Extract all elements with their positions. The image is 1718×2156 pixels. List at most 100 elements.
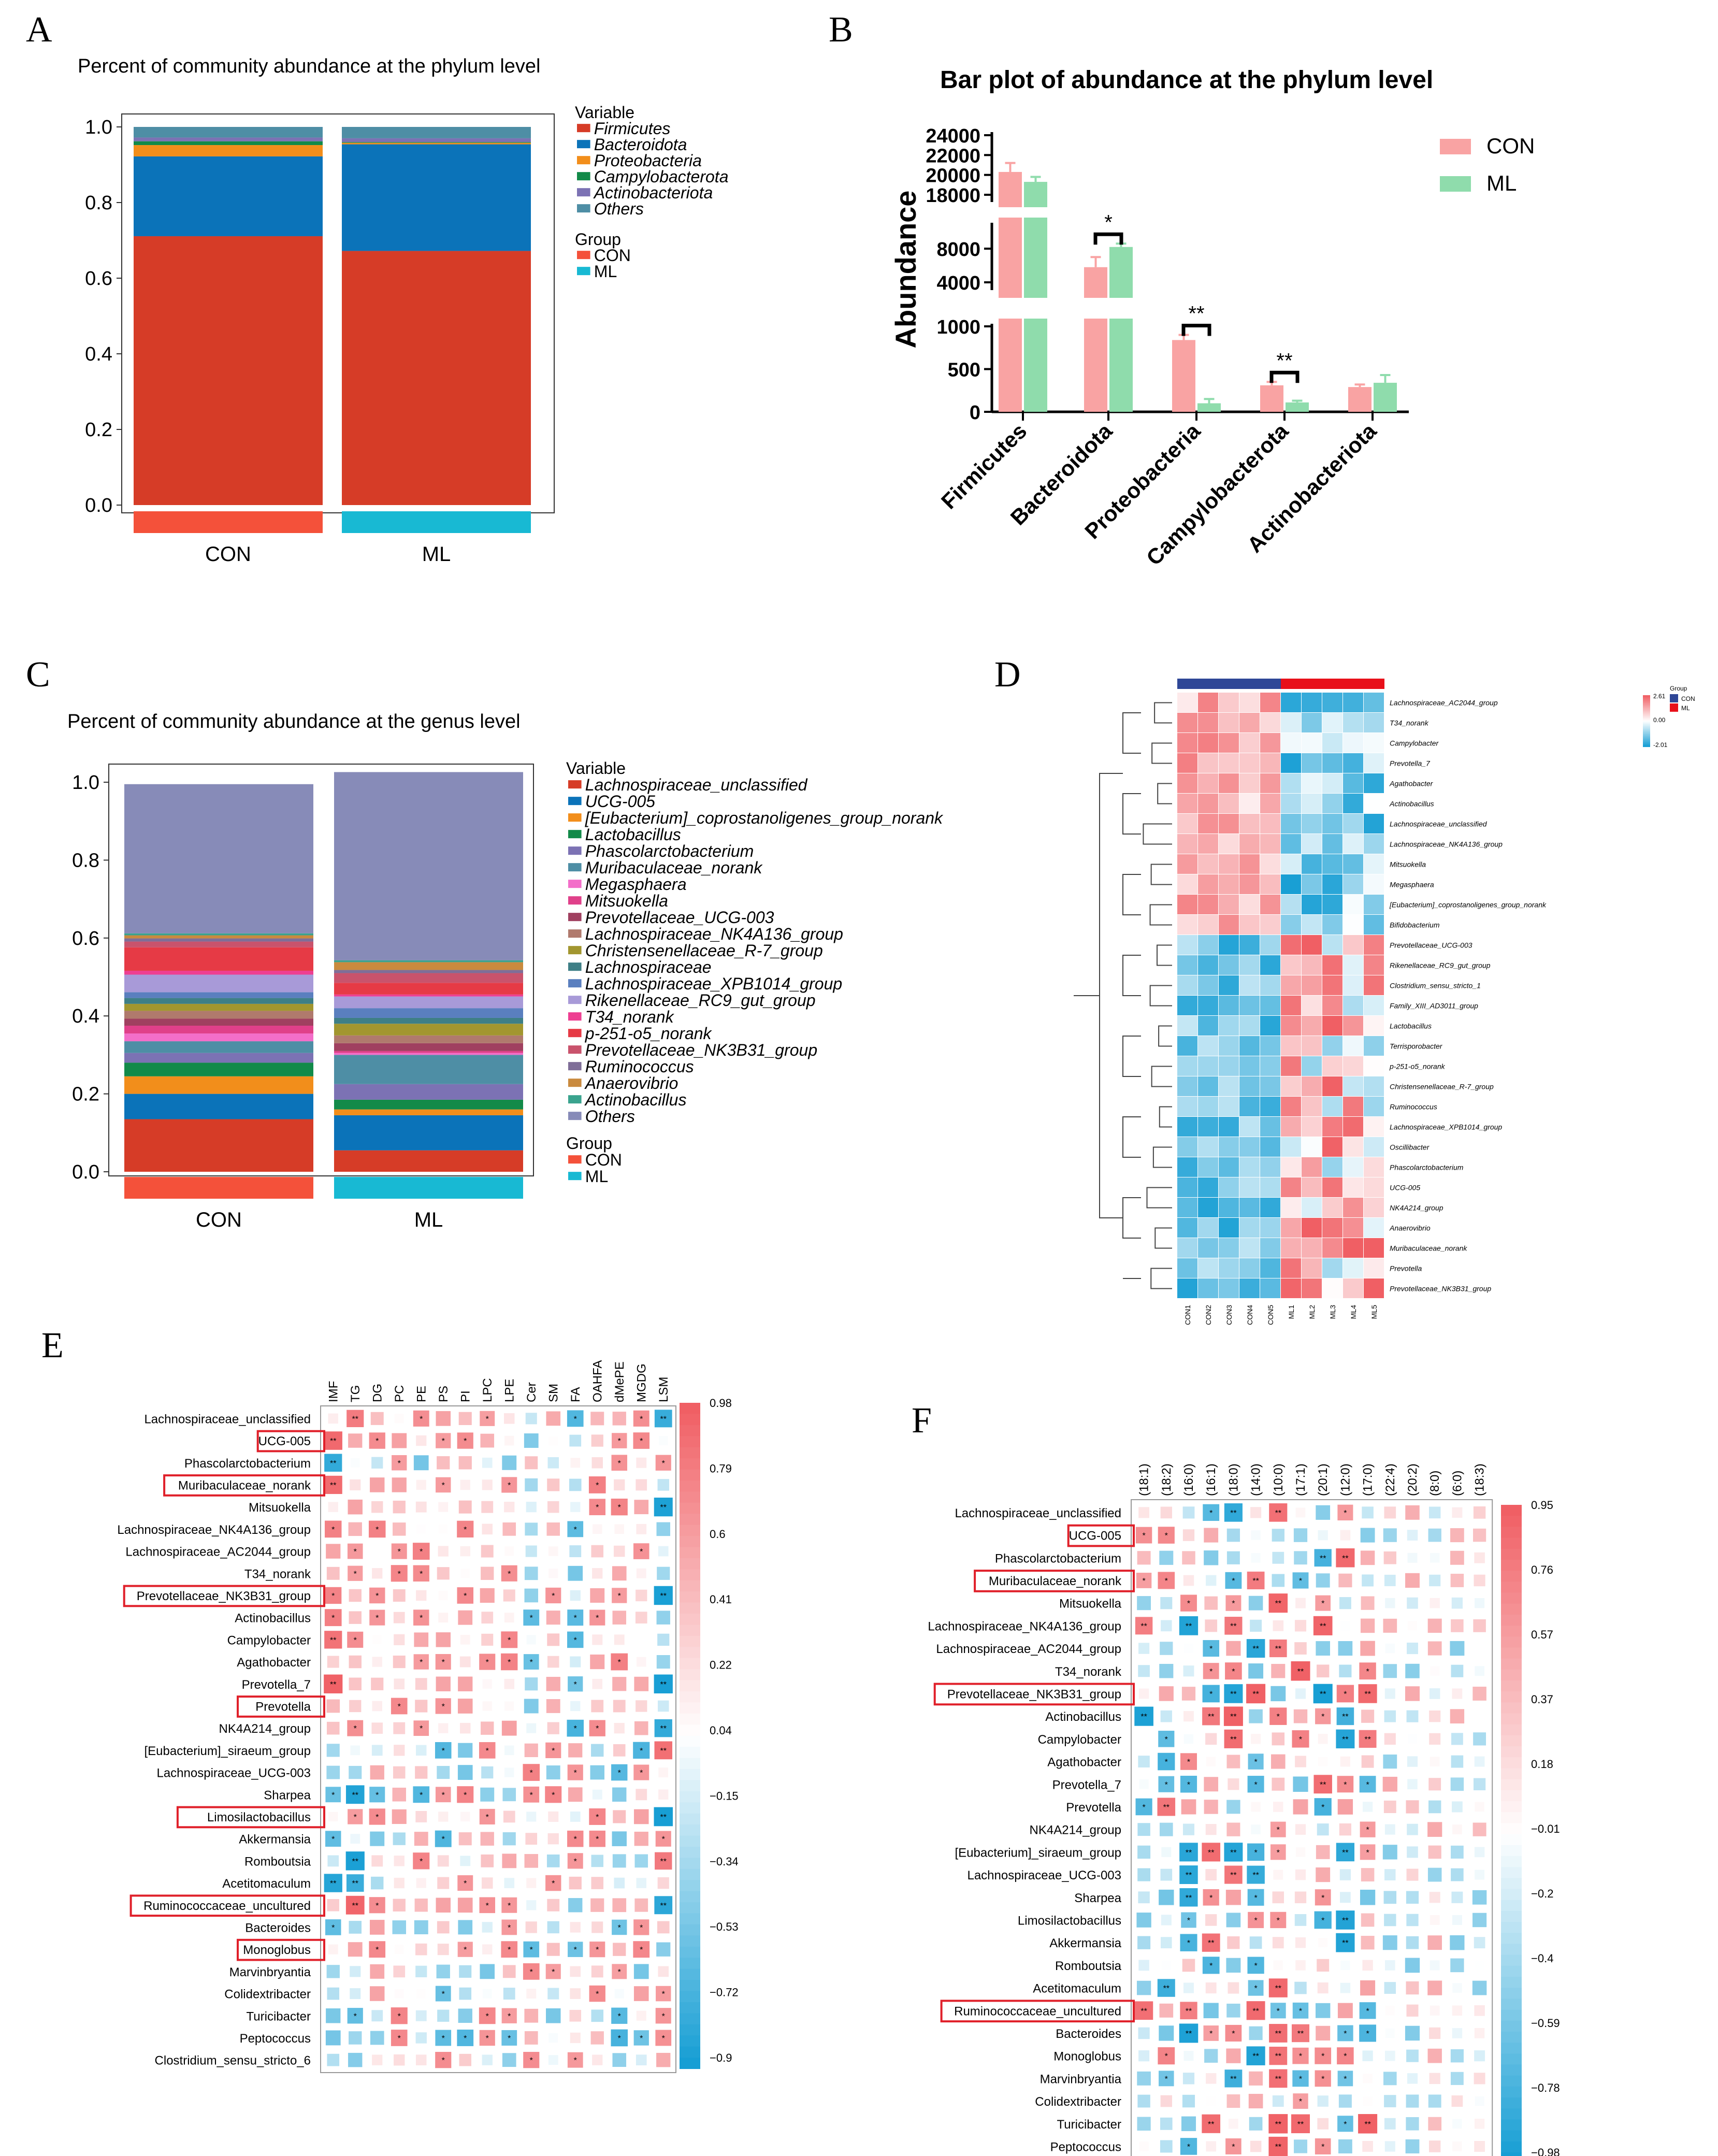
panel-a-legend-swatch	[577, 172, 590, 181]
panel-f-significance-mark: **	[1208, 1939, 1214, 1948]
panel-e-cell	[437, 1766, 450, 1779]
panel-f-cell	[1360, 1889, 1376, 1905]
panel-e-row-label: Actinobacillus	[235, 1612, 311, 1626]
panel-e-cell	[326, 2008, 341, 2023]
panel-f-cell	[1183, 2051, 1194, 2061]
panel-e-cell	[570, 1701, 581, 1712]
panel-f-cell	[1183, 1982, 1194, 1993]
panel-e-significance-mark: *	[596, 1614, 599, 1623]
panel-f-colorbar-step	[1501, 1933, 1522, 1945]
panel-f-significance-mark: *	[1187, 1758, 1190, 1767]
panel-e-colorbar-step	[680, 1580, 700, 1592]
panel-e-cell	[394, 1856, 405, 1866]
panel-c-bar-segment	[334, 1017, 523, 1024]
panel-d-scale-step	[1643, 707, 1650, 709]
panel-e-cell	[480, 1588, 495, 1603]
panel-e-cell	[370, 1831, 385, 1846]
panel-f-significance-mark: **	[1342, 1939, 1348, 1948]
panel-f-significance-mark: **	[1208, 2120, 1214, 2129]
panel-e-significance-mark: *	[354, 1548, 357, 1557]
panel-e-cell	[547, 1988, 559, 2000]
panel-c-bar-segment	[334, 960, 523, 962]
panel-e-cell	[591, 2009, 604, 2022]
panel-e-cell	[328, 1812, 338, 1822]
panel-f-significance-mark: *	[1165, 1735, 1168, 1744]
panel-e-cell	[592, 2054, 603, 2065]
panel-f-cell	[1158, 1776, 1175, 1792]
panel-f-colorbar-step	[1501, 1592, 1522, 1604]
panel-e-cell	[636, 2054, 647, 2066]
panel-f-cell	[1406, 1891, 1419, 1904]
panel-e-significance-mark: *	[618, 1769, 621, 1778]
panel-f-cell	[1429, 1688, 1440, 1699]
panel-d-cell	[1198, 834, 1218, 854]
panel-f-significance-mark: *	[1254, 1758, 1257, 1767]
panel-d-cell	[1177, 753, 1197, 773]
panel-e-cell	[349, 1655, 362, 1669]
panel-d-row-label: Lactobacillus	[1390, 1022, 1432, 1030]
panel-e-colorbar-step	[680, 1835, 700, 1847]
panel-e-cell	[324, 1431, 342, 1450]
panel-e-colorbar-step	[680, 2013, 700, 2025]
panel-f-cell	[1452, 2028, 1463, 2038]
panel-b-axis-break	[997, 298, 1049, 319]
panel-f-cell	[1428, 1528, 1441, 1542]
panel-e-significance-mark: *	[530, 1658, 533, 1667]
panel-e-cell	[525, 1545, 537, 1557]
panel-e-cell	[614, 1989, 624, 1999]
panel-e-cell	[480, 1411, 495, 1426]
panel-d-row-label: Anaerovibrio	[1389, 1224, 1431, 1232]
panel-d-cell	[1260, 935, 1280, 955]
panel-e-cell	[654, 1498, 673, 1517]
panel-d-scale-step	[1643, 701, 1650, 703]
panel-d-cell	[1302, 733, 1322, 753]
panel-e-cell	[371, 1501, 383, 1513]
panel-e-cell	[348, 1499, 363, 1515]
panel-d-cell	[1302, 773, 1322, 793]
panel-f-cell	[1181, 1912, 1196, 1928]
panel-e-significance-mark: *	[552, 1592, 555, 1601]
panel-e-cell	[523, 1941, 540, 1958]
panel-e-cell	[633, 1764, 649, 1780]
panel-f-cell	[1138, 1507, 1150, 1518]
panel-f-significance-mark: **	[1140, 1713, 1147, 1721]
panel-f-cell	[1362, 1574, 1374, 1587]
panel-a-legend-swatch	[577, 140, 590, 149]
panel-e-row-label: Campylobacter	[227, 1633, 311, 1647]
panel-d-cell	[1364, 834, 1384, 854]
panel-c-bar-segment	[124, 1041, 313, 1053]
panel-e-row-label: Marvinbryantia	[229, 1965, 311, 1979]
panel-e-significance-mark: *	[354, 1570, 357, 1578]
panel-f-significance-mark: *	[1321, 1600, 1324, 1608]
panel-e-cell	[546, 2008, 561, 2023]
panel-d-cell	[1219, 996, 1239, 1015]
panel-e-cell	[611, 2007, 628, 2024]
panel-d-cell	[1364, 773, 1384, 793]
panel-c-legend-label: Lachnospiraceae_unclassified	[585, 775, 808, 794]
panel-f-cell	[1181, 1687, 1196, 1701]
panel-b-significance-label: *	[1104, 211, 1113, 234]
panel-f-cell	[1406, 2004, 1419, 2017]
panel-f-cell	[1337, 2116, 1353, 2132]
panel-e-cell	[347, 2008, 363, 2024]
panel-f-colorbar-step	[1501, 1571, 1522, 1582]
panel-e-significance-mark: *	[442, 1702, 445, 1711]
panel-e-cell	[394, 2054, 405, 2066]
panel-e-colorbar-step	[680, 1747, 700, 1759]
panel-d-cell	[1177, 1177, 1197, 1197]
panel-c-legend-label: Phascolarctobacterium	[585, 842, 754, 860]
panel-d-cell	[1198, 1238, 1218, 1258]
panel-f-cell	[1406, 1800, 1419, 1814]
panel-f-colorbar-step	[1501, 2119, 1522, 2131]
panel-e-cell	[634, 1854, 648, 1868]
panel-f-cell	[1384, 2118, 1396, 2130]
panel-f-cell	[1429, 2140, 1441, 2152]
panel-d-cell	[1322, 693, 1342, 712]
panel-f-colorbar-step	[1501, 1559, 1522, 1571]
panel-d-group-legend-title: Group	[1670, 685, 1687, 692]
panel-c-bar-segment	[124, 1119, 313, 1172]
panel-e-cell	[568, 1676, 583, 1692]
panel-d-scale-step	[1643, 709, 1650, 711]
panel-e-cell	[656, 1655, 670, 1669]
panel-c-bar-segment	[334, 996, 523, 1009]
